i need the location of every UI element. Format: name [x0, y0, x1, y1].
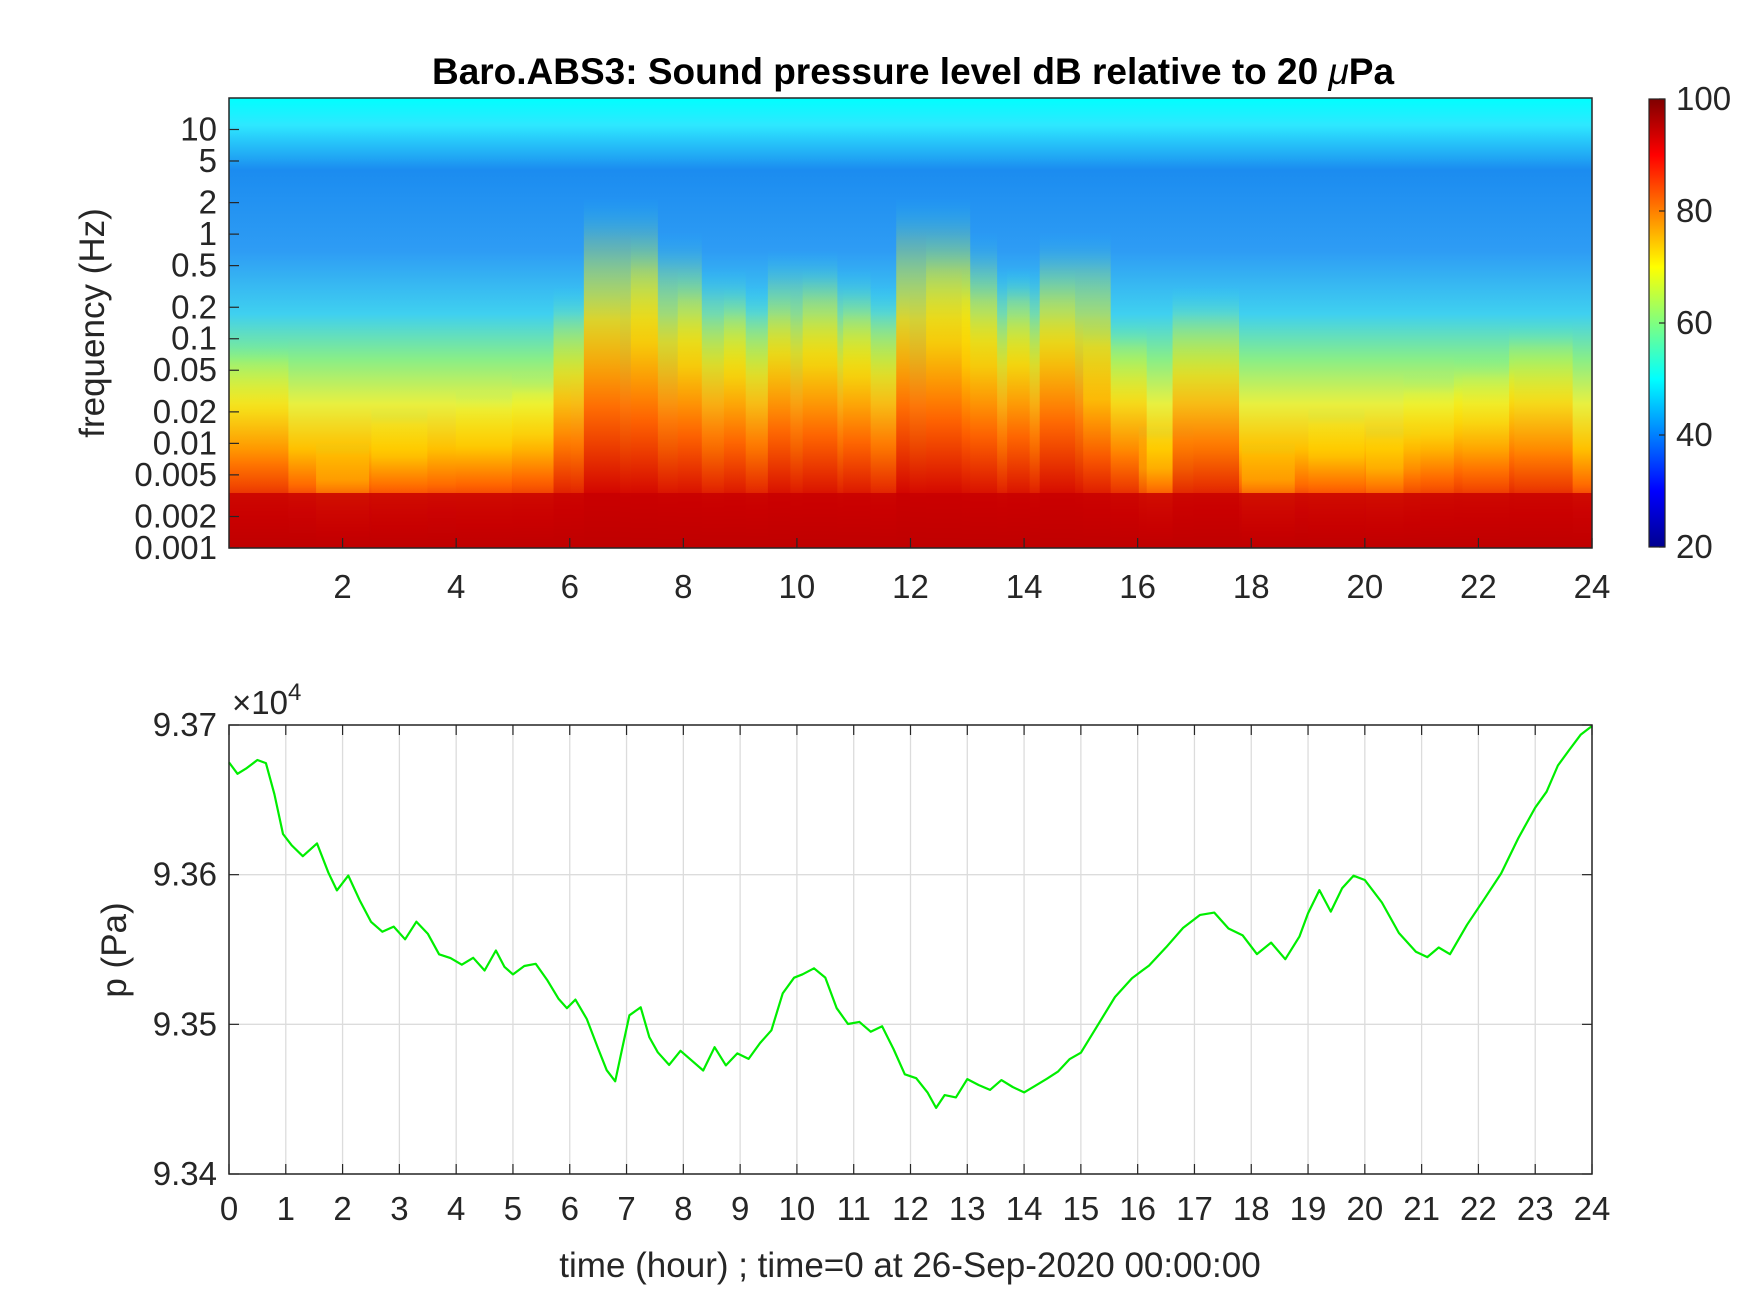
spectrogram-panel: 105210.50.20.10.050.020.010.0050.0020.00…: [73, 97, 1611, 605]
pressure-panel: 9.349.359.369.37 0 1 2 3 4 5 6 7 8 9 10 11 12 13 14 15 1…: [95, 679, 1610, 1285]
pressure-xtick-label: 6: [561, 1190, 579, 1227]
pressure-xtick-label: 8: [674, 1190, 692, 1227]
spectrogram-xtick-label: 16: [1119, 568, 1156, 605]
pressure-xtick-label: 13: [949, 1190, 986, 1227]
pressure-series-line: [228, 725, 1593, 1110]
spectrogram-ylabel: frequency (Hz): [73, 208, 112, 438]
pressure-xtick-label: 19: [1290, 1190, 1327, 1227]
pressure-xtick-label: 16: [1119, 1190, 1156, 1227]
spectrogram-xtick-label: 18: [1233, 568, 1270, 605]
pressure-xtick-label: 15: [1063, 1190, 1100, 1227]
pressure-xtick-label: 21: [1403, 1190, 1440, 1227]
spectrogram-ytick-label: 0.005: [134, 456, 217, 493]
spectrogram-xtick-label: 14: [1006, 568, 1043, 605]
pressure-ytick-label: 9.35: [153, 1005, 217, 1042]
colorbar-tick-label: 60: [1676, 304, 1713, 341]
spectrogram-ytick-label: 0.01: [153, 424, 217, 461]
pressure-xtick-label: 1: [277, 1190, 295, 1227]
pressure-xlabel: time (hour) ; time=0 at 26-Sep-2020 00:0…: [559, 1246, 1260, 1285]
spectrogram-ytick-label: 0.1: [171, 320, 217, 357]
pressure-xtick-label: 9: [731, 1190, 749, 1227]
spectrogram-ytick-label: 1: [199, 215, 217, 252]
spectrogram-ytick-label: 0.2: [171, 288, 217, 325]
pressure-xtick-label: 22: [1460, 1190, 1497, 1227]
spectrogram-xtick-label: 12: [892, 568, 929, 605]
pressure-xtick-label: 14: [1006, 1190, 1043, 1227]
colorbar-tick-label: 80: [1676, 192, 1713, 229]
pressure-xtick-label: 5: [504, 1190, 522, 1227]
spectrogram-title: Baro.ABS3: Sound pressure level dB relat…: [432, 51, 1394, 92]
spectrogram-ytick-label: 5: [199, 142, 217, 179]
pressure-xtick-label: 4: [447, 1190, 465, 1227]
pressure-xtick-label: 23: [1517, 1190, 1554, 1227]
pressure-xtick-label: 20: [1346, 1190, 1383, 1227]
spectrogram-ytick-label: 0.002: [134, 498, 217, 535]
pressure-ylabel: p (Pa): [95, 902, 134, 997]
colorbar-tick-label: 100: [1676, 80, 1731, 117]
pressure-xtick-label: 10: [779, 1190, 816, 1227]
spectrogram-xtick-label: 6: [561, 568, 579, 605]
spectrogram-ytick-label: 0.05: [153, 351, 217, 388]
pressure-xtick-label: 17: [1176, 1190, 1213, 1227]
pressure-ytick-label: 9.34: [153, 1155, 217, 1192]
spectrogram-ytick-label: 0.02: [153, 393, 217, 430]
pressure-xtick-label: 3: [390, 1190, 408, 1227]
colorbar-tick-label: 40: [1676, 416, 1713, 453]
spectrogram-xtick-label: 20: [1346, 568, 1383, 605]
spectrogram-xtick-label: 2: [333, 568, 351, 605]
spectrogram-ytick-label: 0.001: [134, 529, 217, 566]
pressure-xtick-label: 12: [892, 1190, 929, 1227]
pressure-xtick-label: 11: [837, 1190, 871, 1227]
spectrogram-ytick-label: 2: [199, 184, 217, 221]
spectrogram-xtick-label: 24: [1574, 568, 1611, 605]
colorbar-tick-label: 20: [1676, 528, 1713, 565]
pressure-xtick-label: 18: [1233, 1190, 1270, 1227]
colorbar: 100 80 60 40 20: [1648, 80, 1731, 565]
pressure-xtick-label: 7: [617, 1190, 635, 1227]
pressure-xtick-label: 2: [333, 1190, 351, 1227]
spectrogram-xtick-label: 10: [779, 568, 816, 605]
pressure-xtick-label: 0: [220, 1190, 238, 1227]
spectrogram-xtick-label: 22: [1460, 568, 1497, 605]
spectrogram-xtick-label: 8: [674, 568, 692, 605]
pressure-xtick-label: 24: [1574, 1190, 1611, 1227]
pressure-ytick-label: 9.36: [153, 856, 217, 893]
spectrogram-ytick-label: 10: [180, 110, 217, 147]
y-exponent-label: ×104: [232, 679, 301, 721]
spectrogram-ytick-label: 0.5: [171, 247, 217, 284]
spectrogram-xtick-label: 4: [447, 568, 465, 605]
pressure-ytick-label: 9.37: [153, 706, 217, 743]
